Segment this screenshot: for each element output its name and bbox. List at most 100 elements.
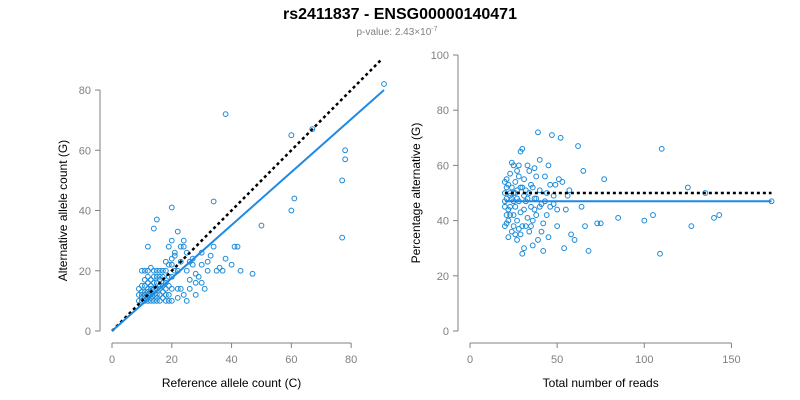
- data-point: [153, 267, 160, 274]
- data-point: [559, 179, 566, 185]
- data-point: [141, 288, 148, 295]
- data-point: [531, 206, 538, 213]
- data-point: [219, 267, 226, 274]
- data-point: [165, 282, 172, 289]
- data-point: [514, 237, 520, 243]
- data-point: [510, 223, 517, 230]
- data-point: [180, 243, 187, 250]
- data-point: [168, 297, 175, 304]
- data-point: [201, 285, 208, 292]
- data-point: [210, 243, 217, 250]
- data-point: [144, 273, 151, 280]
- data-point: [183, 267, 190, 274]
- x-tick-label: 0: [109, 354, 115, 366]
- pvalue-label: p-value: 2.43×10-7: [356, 26, 437, 38]
- data-point: [204, 258, 211, 265]
- data-point: [519, 223, 526, 230]
- data-point: [512, 231, 519, 238]
- data-point: [309, 126, 316, 133]
- data-point: [580, 168, 587, 174]
- data-point: [186, 276, 193, 283]
- data-point: [522, 223, 529, 230]
- y-tick-label: 80: [79, 85, 91, 97]
- data-point: [501, 179, 508, 185]
- data-point: [503, 220, 510, 227]
- data-point: [568, 231, 574, 238]
- data-point: [288, 132, 295, 139]
- data-point: [171, 252, 178, 259]
- data-point: [508, 228, 515, 235]
- data-point: [147, 264, 154, 271]
- data-point: [545, 162, 552, 169]
- y-axis-title: Percentage alternative (G): [409, 123, 423, 264]
- data-point: [524, 214, 531, 221]
- x-tick-label: 20: [166, 354, 178, 366]
- data-point: [711, 214, 717, 221]
- data-point: [159, 267, 166, 274]
- data-point: [529, 242, 536, 249]
- data-point: [147, 297, 154, 304]
- data-point: [162, 258, 169, 265]
- reference-line: [111, 59, 382, 332]
- data-point: [177, 285, 184, 292]
- y-tick-label: 60: [79, 145, 91, 157]
- data-point: [561, 245, 568, 252]
- data-point: [528, 223, 534, 230]
- data-point: [538, 228, 545, 235]
- data-point: [524, 162, 531, 169]
- data-point: [657, 250, 663, 257]
- data-point: [562, 206, 569, 213]
- data-point: [159, 282, 166, 289]
- data-point: [517, 209, 524, 216]
- data-point: [174, 228, 181, 235]
- y-tick-label: 100: [431, 50, 449, 62]
- y-tick-label: 80: [437, 105, 449, 117]
- data-point: [514, 217, 520, 224]
- data-point: [171, 249, 178, 256]
- data-point: [526, 168, 533, 174]
- data-point: [249, 270, 256, 277]
- y-tick-label: 0: [85, 326, 91, 338]
- data-point: [156, 267, 163, 274]
- data-point: [597, 220, 604, 227]
- data-point: [204, 267, 211, 274]
- data-point: [501, 203, 508, 210]
- data-point: [150, 267, 157, 274]
- data-point: [168, 285, 175, 292]
- data-point: [222, 255, 229, 262]
- data-point: [339, 234, 346, 241]
- y-tick-label: 0: [443, 326, 449, 338]
- y-tick-label: 60: [437, 160, 449, 172]
- data-point: [521, 176, 527, 183]
- fit-line: [111, 89, 385, 332]
- data-point: [519, 250, 526, 257]
- data-point: [519, 184, 526, 191]
- data-point: [141, 294, 148, 301]
- data-point: [536, 203, 543, 210]
- data-point: [512, 203, 519, 210]
- data-point: [138, 267, 145, 274]
- data-point: [547, 181, 554, 188]
- data-point: [536, 156, 543, 163]
- data-point: [150, 297, 157, 304]
- data-point: [162, 285, 169, 292]
- data-point: [156, 297, 163, 304]
- data-point: [189, 261, 196, 268]
- data-point: [165, 261, 172, 268]
- data-point: [521, 206, 527, 213]
- data-point: [147, 276, 154, 283]
- data-point: [168, 261, 175, 268]
- data-point: [168, 204, 175, 211]
- data-point: [535, 237, 541, 243]
- data-point: [578, 203, 585, 210]
- y-tick-label: 40: [437, 216, 449, 228]
- data-point: [533, 212, 540, 218]
- data-point: [198, 279, 205, 286]
- data-point: [138, 291, 145, 298]
- data-point: [540, 220, 547, 227]
- data-point: [156, 273, 163, 280]
- data-point: [153, 273, 160, 280]
- x-tick-label: 50: [551, 354, 563, 366]
- data-point: [165, 291, 172, 298]
